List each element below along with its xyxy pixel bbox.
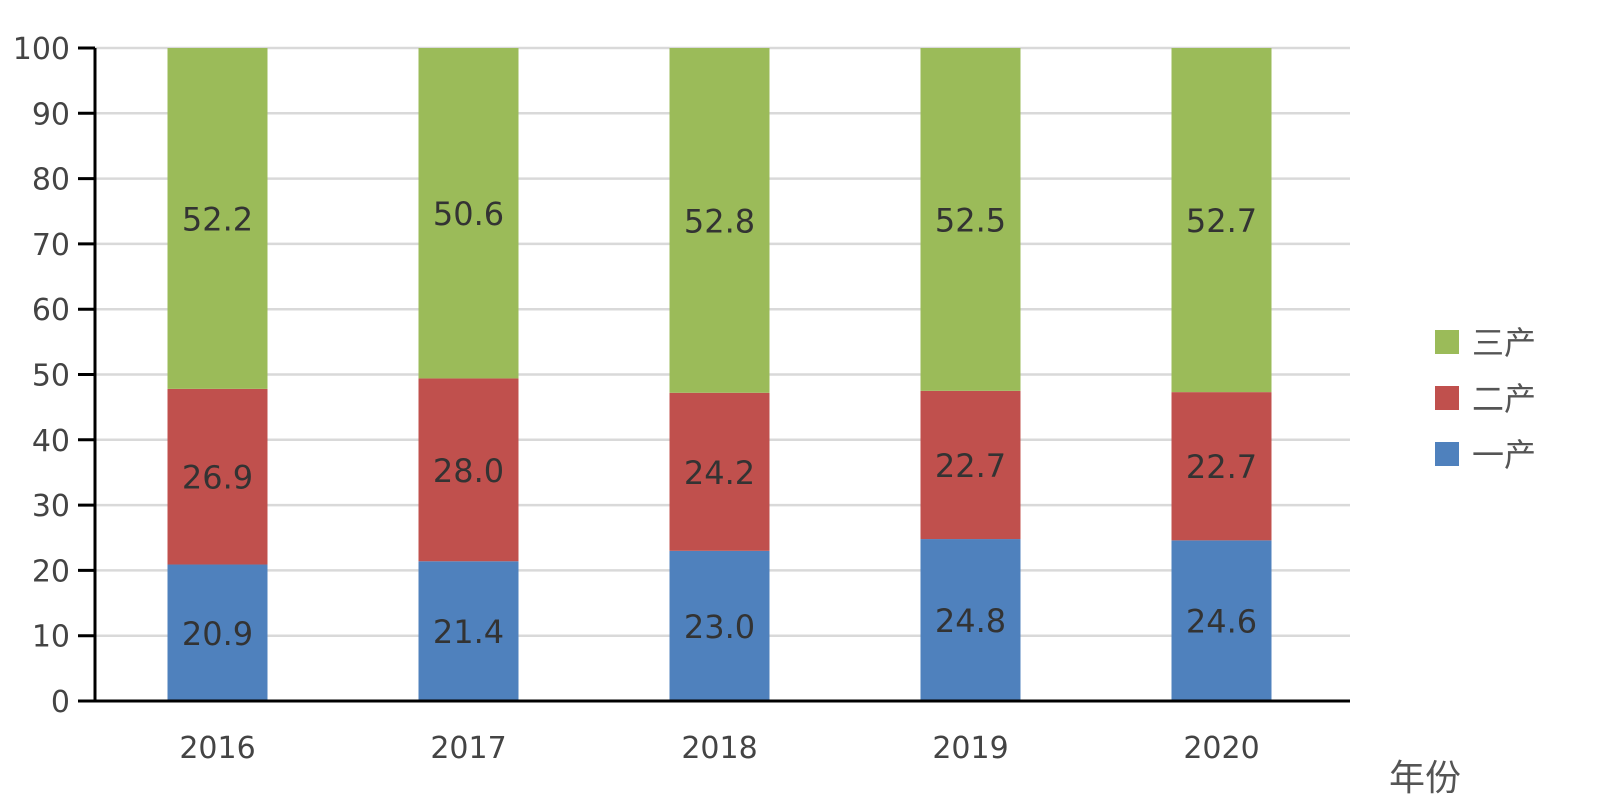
bar-2018-一产 — [669, 550, 770, 701]
bar-2017-一产 — [418, 561, 519, 701]
data-label-2020-三产: 52.7 — [1186, 202, 1257, 240]
bar-2020-二产 — [1171, 392, 1272, 541]
y-tick-label-60: 60 — [32, 293, 70, 328]
y-tick-label-100: 100 — [13, 32, 70, 67]
bar-2019-一产 — [920, 539, 1021, 701]
data-label-2019-一产: 24.8 — [935, 602, 1006, 640]
axes — [78, 46, 1350, 703]
y-tick-label-50: 50 — [32, 359, 70, 394]
x-tick-label-2016: 2016 — [179, 731, 255, 766]
x-tick-label-2020: 2020 — [1183, 731, 1259, 766]
x-axis-title: 年份 — [1389, 758, 1461, 799]
data-label-2020-二产: 22.7 — [1186, 448, 1257, 486]
bar-2016-三产 — [167, 48, 268, 389]
data-label-2019-二产: 22.7 — [935, 447, 1006, 485]
bar-2017-二产 — [418, 378, 519, 562]
x-tick-labels: 2016 2017 2018 2019 2020 — [179, 731, 1259, 766]
data-label-2018-三产: 52.8 — [684, 202, 755, 240]
legend-label-三产: 三产 — [1472, 324, 1536, 362]
legend-label-二产: 二产 — [1472, 380, 1536, 418]
legend-swatch-一产 — [1435, 442, 1459, 466]
data-label-2017-二产: 28.0 — [433, 452, 504, 490]
data-labels: 20.9 26.9 52.2 21.4 28.0 50.6 23.0 24.2 52.8 24.8… — [182, 195, 1257, 653]
legend-swatch-三产 — [1435, 330, 1459, 354]
data-label-2019-三产: 52.5 — [935, 201, 1006, 239]
y-tick-label-30: 30 — [32, 489, 70, 524]
x-tick-label-2019: 2019 — [932, 731, 1008, 766]
y-tick-labels: 0 10 20 30 40 50 60 70 80 90 100 — [13, 32, 70, 720]
data-label-2016-三产: 52.2 — [182, 200, 253, 238]
x-tick-label-2018: 2018 — [681, 731, 757, 766]
y-tick-label-70: 70 — [32, 228, 70, 263]
data-label-2017-一产: 21.4 — [433, 613, 504, 651]
bar-2018-三产 — [669, 48, 770, 393]
y-tick-label-0: 0 — [51, 685, 70, 720]
bar-2017-三产 — [418, 48, 519, 379]
data-label-2016-二产: 26.9 — [182, 459, 253, 497]
data-label-2018-一产: 23.0 — [684, 608, 755, 646]
bar-2020-三产 — [1171, 48, 1272, 393]
data-label-2016-一产: 20.9 — [182, 615, 253, 653]
data-label-2020-一产: 24.6 — [1186, 603, 1257, 641]
y-tick-label-90: 90 — [32, 97, 70, 132]
bar-2019-三产 — [920, 48, 1021, 391]
bar-2020-一产 — [1171, 540, 1272, 701]
legend-swatch-二产 — [1435, 386, 1459, 410]
bar-2019-二产 — [920, 390, 1021, 540]
y-tick-label-20: 20 — [32, 554, 70, 589]
legend-label-一产: 一产 — [1472, 436, 1536, 474]
y-tick-label-40: 40 — [32, 424, 70, 459]
bar-2016-二产 — [167, 388, 268, 565]
x-tick-label-2017: 2017 — [430, 731, 506, 766]
y-tick-label-80: 80 — [32, 163, 70, 198]
bars — [167, 48, 1272, 701]
data-label-2017-三产: 50.6 — [433, 195, 504, 233]
bar-2016-一产 — [167, 564, 268, 701]
y-tick-label-10: 10 — [32, 620, 70, 655]
data-label-2018-二产: 24.2 — [684, 454, 755, 492]
bar-2018-二产 — [669, 392, 770, 551]
